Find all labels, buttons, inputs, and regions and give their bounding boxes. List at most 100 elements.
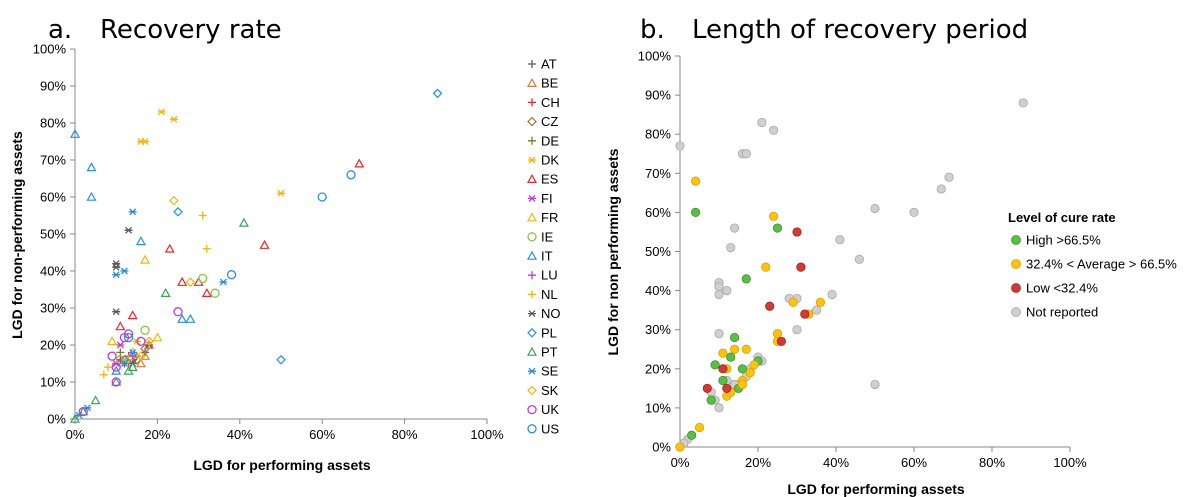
panel-b-point-low bbox=[776, 336, 787, 347]
panel-b-point-average bbox=[768, 211, 779, 221]
panel-a-legend-marker-uk bbox=[527, 404, 537, 415]
panel-b-point-high bbox=[737, 364, 748, 374]
panel-a-point-ie bbox=[115, 355, 125, 365]
panel-a-point-pt bbox=[111, 376, 122, 386]
panel-a-point-pt bbox=[127, 361, 138, 371]
panel-a-legend-marker-no bbox=[528, 310, 536, 318]
panel-a-point-se bbox=[112, 271, 121, 279]
panel-a-point-be bbox=[140, 350, 151, 360]
panel-a-point-nl bbox=[103, 363, 112, 372]
panel-b-y-tick-label: 90% bbox=[645, 88, 671, 103]
panel-b-title: Length of recovery period bbox=[692, 15, 1028, 45]
panel-b-point-not-reported bbox=[675, 141, 685, 151]
panel-a-point-uk bbox=[111, 362, 121, 372]
panel-b-point-average bbox=[745, 368, 755, 378]
panel-b-point-not-reported bbox=[792, 325, 802, 335]
panel-b-legend-label-average: 32.4% < Average > 66.5% bbox=[1026, 257, 1177, 272]
panel-b-y-axis-label: LGD for non performing assets bbox=[605, 148, 621, 355]
panel-a-y-tick-label: 60% bbox=[40, 190, 66, 205]
panel-a-point-ie bbox=[140, 325, 150, 335]
panel-b-plot: 0% 20% 40% 60% 80% 100% 0% 10% 20% 30% 40% 50% 60% 70… bbox=[638, 49, 1087, 471]
panel-b-point-not-reported bbox=[768, 125, 779, 135]
panel-b-legend-marker-not-reported bbox=[1011, 307, 1021, 317]
panel-a-point-dk bbox=[277, 189, 285, 197]
panel-a-point-it bbox=[69, 128, 81, 138]
panel-b-point-not-reported bbox=[714, 403, 724, 413]
panel-b-point-low bbox=[718, 364, 728, 374]
panel-a-legend: AT BE CH CZ DE DK ES FI FR IE IT LU NL NO PL PT SE SK UK US bbox=[526, 57, 561, 436]
panel-b-x-tick-label: 0% bbox=[671, 455, 690, 470]
panel-b-point-average bbox=[741, 344, 751, 354]
panel-b-legend: High >66.5% 32.4% < Average > 66.5% Low <3… bbox=[1011, 233, 1177, 320]
panel-b-point-not-reported bbox=[722, 285, 732, 296]
panel-a-y-tick-label: 40% bbox=[40, 264, 66, 279]
panel-a-legend-marker-fr bbox=[526, 212, 538, 222]
panel-a-point-it bbox=[135, 236, 146, 246]
panel-a-legend-label-dk: DK bbox=[541, 153, 559, 168]
panel-b-point-not-reported bbox=[870, 203, 880, 214]
panel-a-y-tick-label: 70% bbox=[40, 153, 66, 168]
panel-a-point-uk bbox=[111, 377, 121, 387]
panel-b-point-low bbox=[722, 383, 732, 393]
panel-a-point-es bbox=[201, 287, 212, 297]
panel-a-point-dk bbox=[157, 108, 166, 116]
panel-b-point-not-reported bbox=[909, 207, 919, 217]
panel-b-point-not-reported bbox=[936, 184, 946, 194]
panel-a-point-no bbox=[112, 308, 121, 316]
panel-a-point-uk bbox=[107, 351, 117, 361]
panel-a-point-it bbox=[185, 313, 196, 323]
panel-a-legend-marker-lu bbox=[528, 271, 536, 280]
panel-b-point-high bbox=[690, 207, 701, 217]
panel-b-y-tick-label: 60% bbox=[645, 205, 671, 220]
panel-a-point-pt bbox=[69, 413, 81, 423]
panel-b-x-tick-label: 80% bbox=[979, 455, 1005, 470]
panel-a-point-no bbox=[124, 226, 133, 234]
panel-a-point-es bbox=[177, 276, 188, 286]
panel-a-title: Recovery rate bbox=[100, 15, 282, 45]
panel-b-point-low bbox=[800, 309, 810, 319]
panel-a-legend-label-se: SE bbox=[541, 364, 559, 379]
panel-a-point-pt bbox=[78, 406, 89, 416]
panel-b-x-axis-label: LGD for performing assets bbox=[787, 481, 965, 497]
panel-a-x-tick-label: 0% bbox=[66, 427, 85, 442]
panel-a-point-es bbox=[354, 158, 365, 168]
panel-a-x-tick-label: 40% bbox=[227, 427, 253, 442]
panel-a-x-tick-label: 20% bbox=[144, 427, 170, 442]
panel-a-point-sk bbox=[136, 351, 146, 361]
panel-a-point-ie bbox=[210, 288, 220, 298]
panel-b-x-tick-label: 40% bbox=[823, 455, 849, 470]
panel-a-point-uk bbox=[78, 406, 88, 417]
panel-b-point-high bbox=[772, 223, 783, 233]
panel-b-point-average bbox=[815, 297, 826, 307]
panel-b-point-average bbox=[772, 329, 783, 339]
panel-a-x-tick-label: 100% bbox=[470, 427, 504, 442]
panel-b-point-high bbox=[710, 360, 720, 370]
panel-b-point-low bbox=[765, 301, 775, 311]
panel-a-point-fi bbox=[116, 341, 125, 349]
panel-b-legend-marker-low bbox=[1011, 283, 1021, 293]
panel-b-legend-label-high: High >66.5% bbox=[1026, 233, 1101, 248]
panel-a-point-nl bbox=[198, 211, 207, 220]
panel-a-y-tick-label: 100% bbox=[33, 42, 67, 57]
panel-b-point-not-reported bbox=[726, 242, 736, 253]
panel-a-legend-label-pt: PT bbox=[541, 345, 558, 360]
panel-b-point-high bbox=[706, 395, 716, 405]
panel-b-point-not-reported bbox=[741, 149, 751, 159]
panel-a-legend-marker-be bbox=[526, 77, 538, 87]
panel-a-legend-marker-ie bbox=[527, 232, 537, 242]
panel-a-point-es bbox=[127, 310, 138, 320]
panel-a-legend-marker-de bbox=[528, 136, 536, 145]
panel-a-y-tick-label: 30% bbox=[40, 301, 66, 316]
panel-a-point-fr bbox=[152, 332, 163, 342]
panel-a-point-uk bbox=[173, 307, 183, 317]
panel-b-point-low bbox=[796, 262, 806, 272]
panel-b-point-low bbox=[792, 227, 802, 237]
panel-a-point-it bbox=[86, 162, 97, 172]
panel-b-point-not-reported bbox=[714, 282, 724, 292]
panel-b-point-low bbox=[702, 383, 712, 393]
panel-a-point-sk bbox=[144, 336, 155, 347]
panel-b-point-not-reported bbox=[827, 289, 837, 300]
panel-a-point-pl bbox=[432, 88, 443, 99]
panel-b-y-tick-label: 100% bbox=[638, 49, 672, 64]
panel-b-legend-label-low: Low <32.4% bbox=[1026, 281, 1098, 296]
